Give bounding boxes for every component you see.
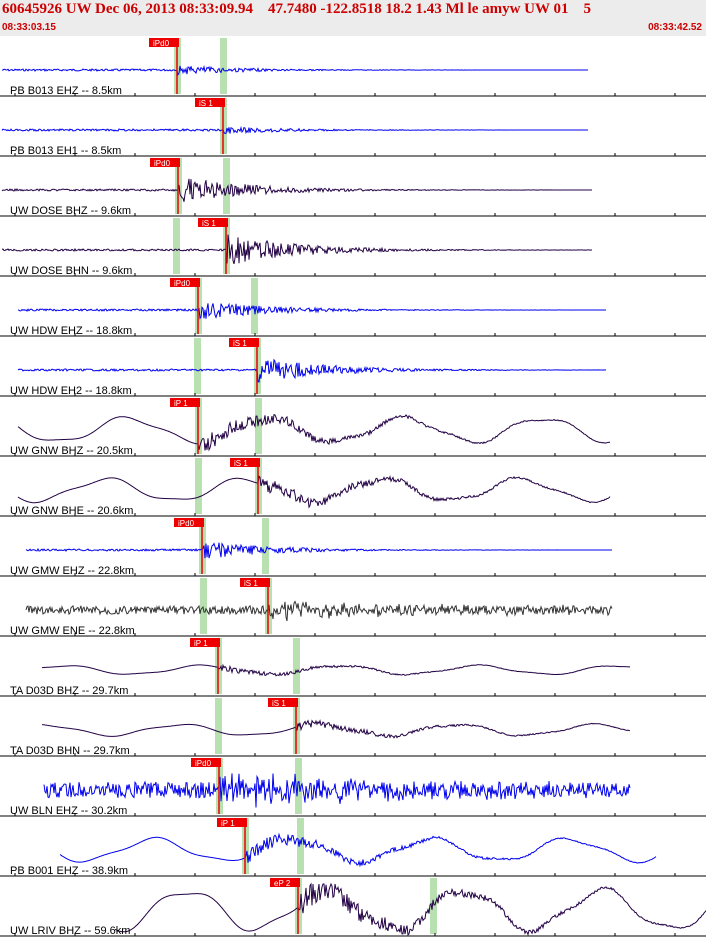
station-label: TA D03D BHN -- 29.7km: [10, 745, 130, 757]
end-time: 08:33:42.52: [648, 22, 702, 33]
pick-tag: [240, 578, 270, 587]
trace-1: iPd0 PB B013 EHZ -- 8.5km: [0, 38, 706, 97]
station-label: TA D03D BHZ -- 29.7km: [10, 685, 128, 697]
waveform: [42, 663, 631, 677]
phase-marker: [430, 878, 437, 934]
trace-10: iS 1 UW GMW ENE -- 22.8km: [0, 578, 706, 637]
station-label: UW GNW BHZ -- 20.5km: [10, 445, 133, 457]
pick-label: iS 1: [272, 699, 286, 708]
pick-tag: [198, 218, 228, 227]
phase-marker: [195, 458, 202, 514]
phase-marker: [173, 218, 180, 274]
station-label: UW GMW EHZ -- 22.8km: [10, 565, 134, 577]
trace-4: iS 1 UW DOSE BHN -- 9.6km: [0, 218, 706, 277]
pick-tag: [150, 158, 180, 167]
station-label: PB B013 EH1 -- 8.5km: [10, 145, 121, 157]
pick-tag: [268, 698, 298, 707]
phase-marker: [297, 818, 304, 874]
pick-label: iS 1: [244, 579, 258, 588]
trace-14: iP 1 PB B001 EHZ -- 38.9km: [0, 818, 706, 877]
trace-9: iPd0 UW GMW EHZ -- 22.8km: [0, 518, 706, 577]
phase-marker: [295, 758, 302, 814]
pick-tag: [229, 338, 259, 347]
pick-tag: [217, 818, 247, 827]
phase-marker: [223, 158, 230, 214]
pick-tag: [191, 758, 221, 767]
event-header: 60645926 UW Dec 06, 2013 08:33:09.94 47.…: [0, 0, 706, 36]
waveform: [59, 832, 657, 868]
pick-label: eP 2: [274, 879, 291, 888]
waveform: [1, 64, 588, 76]
trace-15: eP 2 UW LRIV BHZ -- 59.6km: [0, 878, 706, 937]
pick-label: iPd0: [174, 279, 191, 288]
station-label: UW HDW EHZ -- 18.8km: [10, 325, 132, 337]
waveform: [17, 358, 607, 383]
phase-marker: [215, 698, 222, 754]
pick-tag: [270, 878, 300, 887]
phase-marker: [194, 338, 201, 394]
station-label: PB B013 EHZ -- 8.5km: [10, 85, 122, 97]
pick-tag: [170, 278, 200, 287]
waveform: [25, 542, 612, 559]
waveform: [17, 475, 611, 509]
waveform: [17, 302, 606, 320]
pick-label: iS 1: [199, 99, 213, 108]
pick-label: iS 1: [234, 459, 248, 468]
pick-tag: [190, 638, 220, 647]
station-label: UW DOSE BHZ -- 9.6km: [10, 205, 131, 217]
station-label: UW GNW BHE -- 20.6km: [10, 505, 133, 517]
waveform: [1, 125, 588, 135]
station-label: PB B001 EHZ -- 38.9km: [10, 865, 128, 877]
waveform: [1, 234, 592, 265]
waveform: [17, 413, 611, 452]
trace-13: iPd0 UW BLN EHZ -- 30.2km: [0, 758, 706, 817]
pick-label: iP 1: [194, 639, 208, 648]
waveform: [1, 178, 592, 202]
waveform: [41, 719, 631, 739]
trace-5: iPd0 UW HDW EHZ -- 18.8km: [0, 278, 706, 337]
trace-11: iP 1 TA D03D BHZ -- 29.7km: [0, 638, 706, 697]
pick-label: iP 1: [174, 399, 188, 408]
pick-label: iPd0: [178, 519, 195, 528]
station-label: UW LRIV BHZ -- 59.6km: [10, 925, 130, 937]
pick-tag: [170, 398, 200, 407]
start-time: 08:33:03.15: [2, 22, 56, 33]
trace-2: iS 1 PB B013 EH1 -- 8.5km: [0, 98, 706, 157]
trace-12: iS 1 TA D03D BHN -- 29.7km: [0, 698, 706, 757]
pick-tag: [149, 38, 179, 47]
station-label: UW DOSE BHN -- 9.6km: [10, 265, 132, 277]
phase-marker: [220, 38, 227, 94]
waveform: [43, 773, 631, 808]
pick-tag: [174, 518, 204, 527]
phase-marker: [262, 518, 269, 574]
pick-tag: [195, 98, 225, 107]
pick-label: iPd0: [153, 39, 170, 48]
waveform: [114, 882, 706, 937]
station-label: UW HDW EH2 -- 18.8km: [10, 385, 132, 397]
phase-marker: [293, 638, 300, 694]
pick-label: iS 1: [233, 339, 247, 348]
pick-label: iPd0: [154, 159, 171, 168]
pick-label: iS 1: [202, 219, 216, 228]
waveform: [25, 600, 613, 622]
trace-6: iS 1 UW HDW EH2 -- 18.8km: [0, 338, 706, 397]
pick-label: iP 1: [221, 819, 235, 828]
phase-marker: [200, 578, 207, 634]
event-title: 60645926 UW Dec 06, 2013 08:33:09.94 47.…: [2, 1, 591, 17]
station-label: UW BLN EHZ -- 30.2km: [10, 805, 127, 817]
trace-3: iPd0 UW DOSE BHZ -- 9.6km: [0, 158, 706, 217]
station-label: UW GMW ENE -- 22.8km: [10, 625, 135, 637]
pick-tag: [230, 458, 260, 467]
trace-8: iS 1 UW GNW BHE -- 20.6km: [0, 458, 706, 517]
seismogram-plot: iPd0 PB B013 EHZ -- 8.5km iS 1 PB B013 EH1 …: [0, 38, 706, 937]
trace-7: iP 1 UW GNW BHZ -- 20.5km: [0, 398, 706, 457]
pick-label: iPd0: [195, 759, 212, 768]
